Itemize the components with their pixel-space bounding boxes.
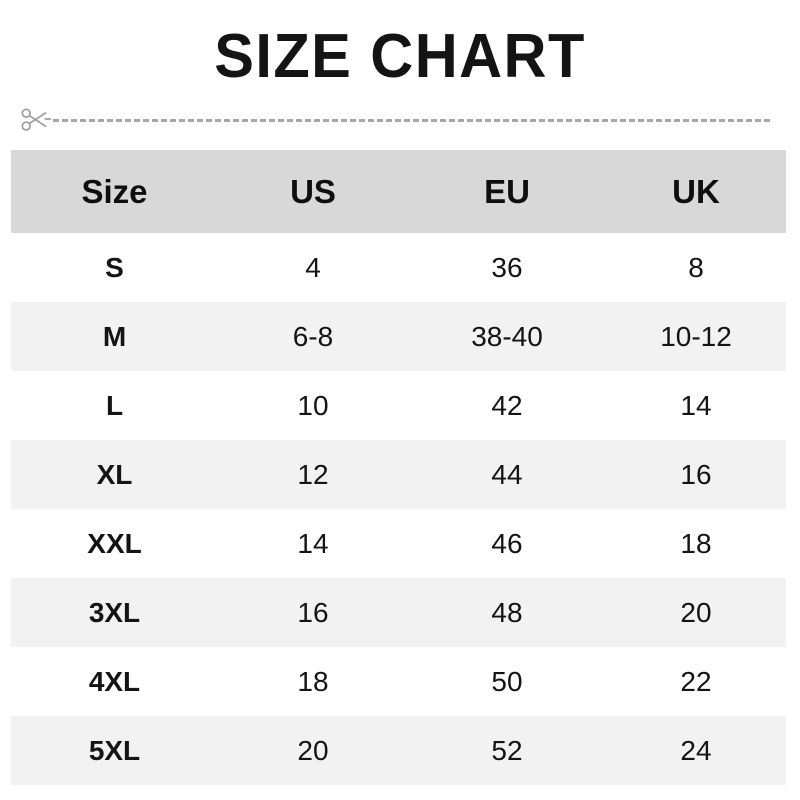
- table-row: XL 12 44 16: [11, 440, 786, 509]
- cell-uk: 14: [606, 371, 786, 440]
- table-row: L 10 42 14: [11, 371, 786, 440]
- cell-eu: 44: [408, 440, 606, 509]
- cell-size: M: [11, 302, 218, 371]
- cell-uk: 18: [606, 509, 786, 578]
- table-row: 3XL 16 48 20: [11, 578, 786, 647]
- cell-eu: 50: [408, 647, 606, 716]
- cell-size: XL: [11, 440, 218, 509]
- cell-uk: 20: [606, 578, 786, 647]
- cut-line: [18, 101, 770, 139]
- cell-us: 10: [218, 371, 408, 440]
- cell-uk: 10-12: [606, 302, 786, 371]
- table-header: Size US EU UK: [11, 150, 786, 233]
- dashed-cut-guide: [53, 118, 770, 122]
- cell-eu: 46: [408, 509, 606, 578]
- cell-eu: 48: [408, 578, 606, 647]
- cell-us: 12: [218, 440, 408, 509]
- cell-uk: 16: [606, 440, 786, 509]
- cell-us: 18: [218, 647, 408, 716]
- cell-size: 3XL: [11, 578, 218, 647]
- column-header-eu: EU: [408, 150, 606, 233]
- scissors-icon: [18, 103, 52, 137]
- column-header-us: US: [218, 150, 408, 233]
- table-row: 5XL 20 52 24: [11, 716, 786, 785]
- cell-size: XXL: [11, 509, 218, 578]
- cell-uk: 22: [606, 647, 786, 716]
- table-row: S 4 36 8: [11, 233, 786, 302]
- table-body: S 4 36 8 M 6-8 38-40 10-12 L 10 42 14 XL…: [11, 233, 786, 785]
- cell-size: S: [11, 233, 218, 302]
- cell-eu: 38-40: [408, 302, 606, 371]
- table-header-row: Size US EU UK: [11, 150, 786, 233]
- cell-size: 5XL: [11, 716, 218, 785]
- cell-us: 4: [218, 233, 408, 302]
- page-title: SIZE CHART: [214, 22, 586, 91]
- table-row: M 6-8 38-40 10-12: [11, 302, 786, 371]
- table-row: XXL 14 46 18: [11, 509, 786, 578]
- cell-eu: 42: [408, 371, 606, 440]
- column-header-size: Size: [11, 150, 218, 233]
- cell-size: 4XL: [11, 647, 218, 716]
- cell-eu: 36: [408, 233, 606, 302]
- cell-uk: 8: [606, 233, 786, 302]
- table-row: 4XL 18 50 22: [11, 647, 786, 716]
- cell-us: 14: [218, 509, 408, 578]
- cell-eu: 52: [408, 716, 606, 785]
- column-header-uk: UK: [606, 150, 786, 233]
- cell-us: 16: [218, 578, 408, 647]
- cell-us: 6-8: [218, 302, 408, 371]
- cell-us: 20: [218, 716, 408, 785]
- size-chart-table: Size US EU UK S 4 36 8 M 6-8 38-40 10-12…: [11, 150, 786, 785]
- cell-size: L: [11, 371, 218, 440]
- cell-uk: 24: [606, 716, 786, 785]
